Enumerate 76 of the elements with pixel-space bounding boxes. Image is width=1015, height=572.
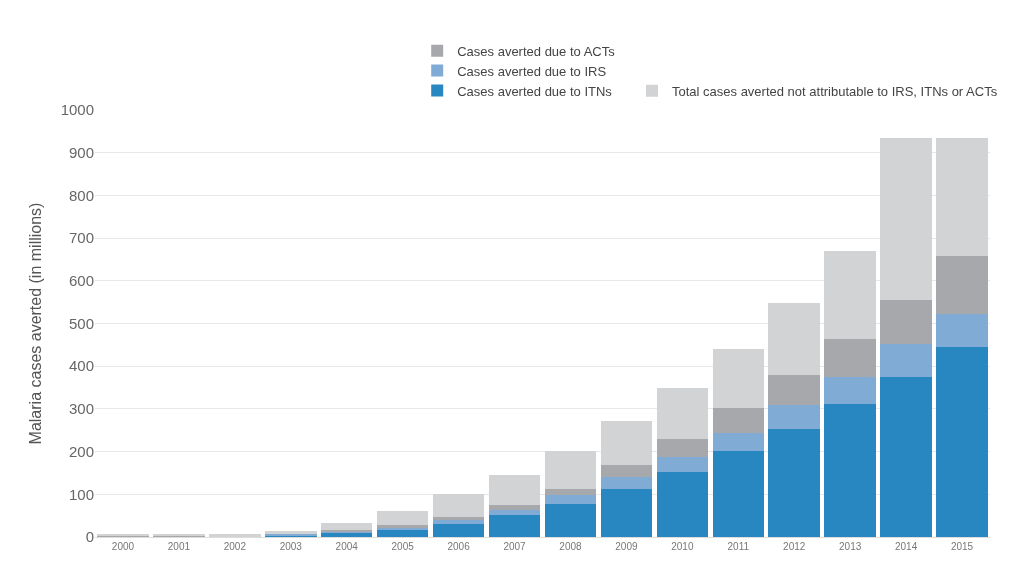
y-tick-label: 0 bbox=[85, 528, 94, 546]
bar bbox=[600, 477, 653, 490]
bar bbox=[544, 504, 597, 537]
bar bbox=[880, 137, 932, 300]
bar bbox=[488, 475, 541, 505]
bar bbox=[432, 519, 485, 525]
x-tick-label: 2003 bbox=[279, 541, 303, 552]
bar bbox=[824, 376, 876, 405]
bar bbox=[712, 348, 765, 409]
bar bbox=[432, 494, 485, 518]
bar bbox=[712, 432, 765, 451]
y-tick-label: 700 bbox=[68, 229, 94, 247]
x-tick-label: 2007 bbox=[503, 541, 527, 552]
y-axis-title: Malaria cases averted (in millions) bbox=[26, 202, 44, 445]
bar bbox=[936, 256, 988, 315]
bar bbox=[600, 421, 653, 466]
x-tick-label: 2015 bbox=[950, 541, 974, 552]
y-tick-label: 900 bbox=[68, 143, 94, 161]
x-tick-label: 2009 bbox=[615, 541, 638, 552]
bar bbox=[376, 510, 429, 526]
bar bbox=[432, 517, 485, 520]
bar bbox=[768, 375, 820, 406]
bar bbox=[880, 344, 932, 377]
bar bbox=[488, 514, 541, 537]
bar bbox=[544, 450, 597, 490]
bar bbox=[768, 302, 820, 376]
x-tick-label: 2011 bbox=[727, 541, 750, 552]
bar bbox=[936, 314, 988, 348]
bar bbox=[656, 471, 709, 537]
y-tick-label: 100 bbox=[68, 485, 94, 503]
y-tick-label: 400 bbox=[68, 357, 94, 375]
bar bbox=[824, 250, 876, 340]
bar bbox=[544, 489, 597, 495]
x-tick-label: 2000 bbox=[111, 541, 135, 552]
bar bbox=[936, 137, 988, 257]
bar bbox=[768, 405, 820, 429]
bar bbox=[712, 450, 765, 537]
bar bbox=[880, 299, 932, 345]
y-tick-label: 500 bbox=[68, 314, 94, 332]
x-tick-label: 2010 bbox=[671, 541, 694, 552]
bar bbox=[656, 387, 709, 439]
legend-label: Total cases averted not attributable to IRS, ITNs or ACTs bbox=[672, 83, 998, 99]
bar bbox=[936, 347, 988, 537]
legend-label: Cases averted due to ITNs bbox=[457, 83, 613, 99]
x-tick-label: 2014 bbox=[894, 541, 918, 552]
x-tick-label: 2005 bbox=[391, 541, 415, 552]
legend-label: Cases averted due to IRS bbox=[457, 63, 607, 79]
y-tick-label: 200 bbox=[68, 442, 94, 460]
y-tick-label: 1000 bbox=[60, 101, 94, 119]
legend-label: Cases averted due to ACTs bbox=[457, 43, 616, 59]
x-tick-label: 2001 bbox=[167, 541, 191, 552]
bar bbox=[656, 457, 709, 472]
bar bbox=[544, 494, 597, 505]
x-tick-label: 2013 bbox=[839, 541, 862, 552]
x-tick-label: 2012 bbox=[783, 541, 806, 552]
y-tick-label: 800 bbox=[68, 186, 94, 204]
bar bbox=[320, 523, 373, 530]
bar bbox=[712, 408, 765, 433]
x-tick-label: 2002 bbox=[223, 541, 247, 552]
y-tick-label: 300 bbox=[68, 400, 94, 418]
y-tick-label: 600 bbox=[68, 272, 94, 290]
x-tick-label: 2004 bbox=[335, 541, 359, 552]
bar bbox=[320, 532, 373, 537]
x-tick-label: 2006 bbox=[447, 541, 471, 552]
bar bbox=[432, 524, 485, 537]
bar bbox=[488, 504, 541, 511]
bar bbox=[488, 510, 541, 515]
bar bbox=[880, 376, 932, 537]
bar bbox=[376, 529, 429, 537]
x-tick-label: 2008 bbox=[559, 541, 583, 552]
bar bbox=[824, 404, 876, 537]
bar bbox=[824, 339, 876, 377]
bar bbox=[768, 428, 820, 537]
bar bbox=[600, 489, 653, 537]
bar bbox=[656, 438, 709, 458]
bar bbox=[600, 465, 653, 478]
